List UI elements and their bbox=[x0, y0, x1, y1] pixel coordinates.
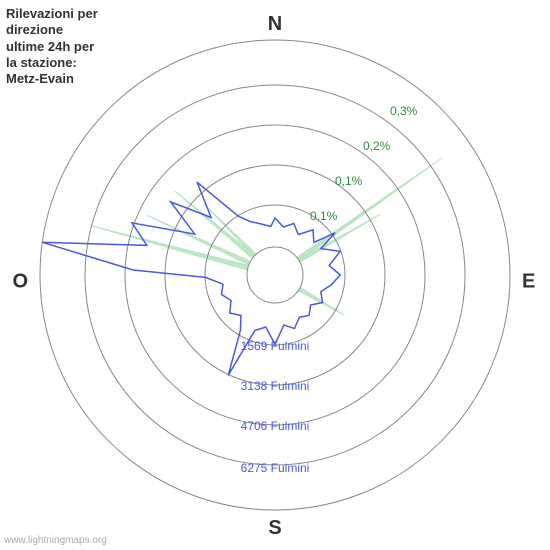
center-hub bbox=[247, 247, 303, 303]
ring-label-blue: 4706 Fulmini bbox=[241, 419, 310, 433]
ring-label-green: 0,3% bbox=[390, 104, 418, 118]
compass-s: S bbox=[268, 517, 281, 539]
ring-label-blue: 6275 Fulmini bbox=[241, 461, 310, 475]
ring-label-blue: 3138 Fulmini bbox=[241, 379, 310, 393]
ring-label-blue: 1569 Fulmini bbox=[241, 339, 310, 353]
ring-label-green: 0,1% bbox=[335, 174, 363, 188]
ring-label-green: 0,1% bbox=[310, 209, 338, 223]
compass-w: O bbox=[12, 270, 28, 292]
compass-e: E bbox=[522, 270, 535, 292]
compass-n: N bbox=[268, 13, 282, 35]
attribution-footer: www.lightningmaps.org bbox=[4, 535, 107, 546]
ring-label-green: 0,2% bbox=[363, 139, 391, 153]
chart-title: Rilevazioni per direzione ultime 24h per… bbox=[6, 6, 98, 87]
